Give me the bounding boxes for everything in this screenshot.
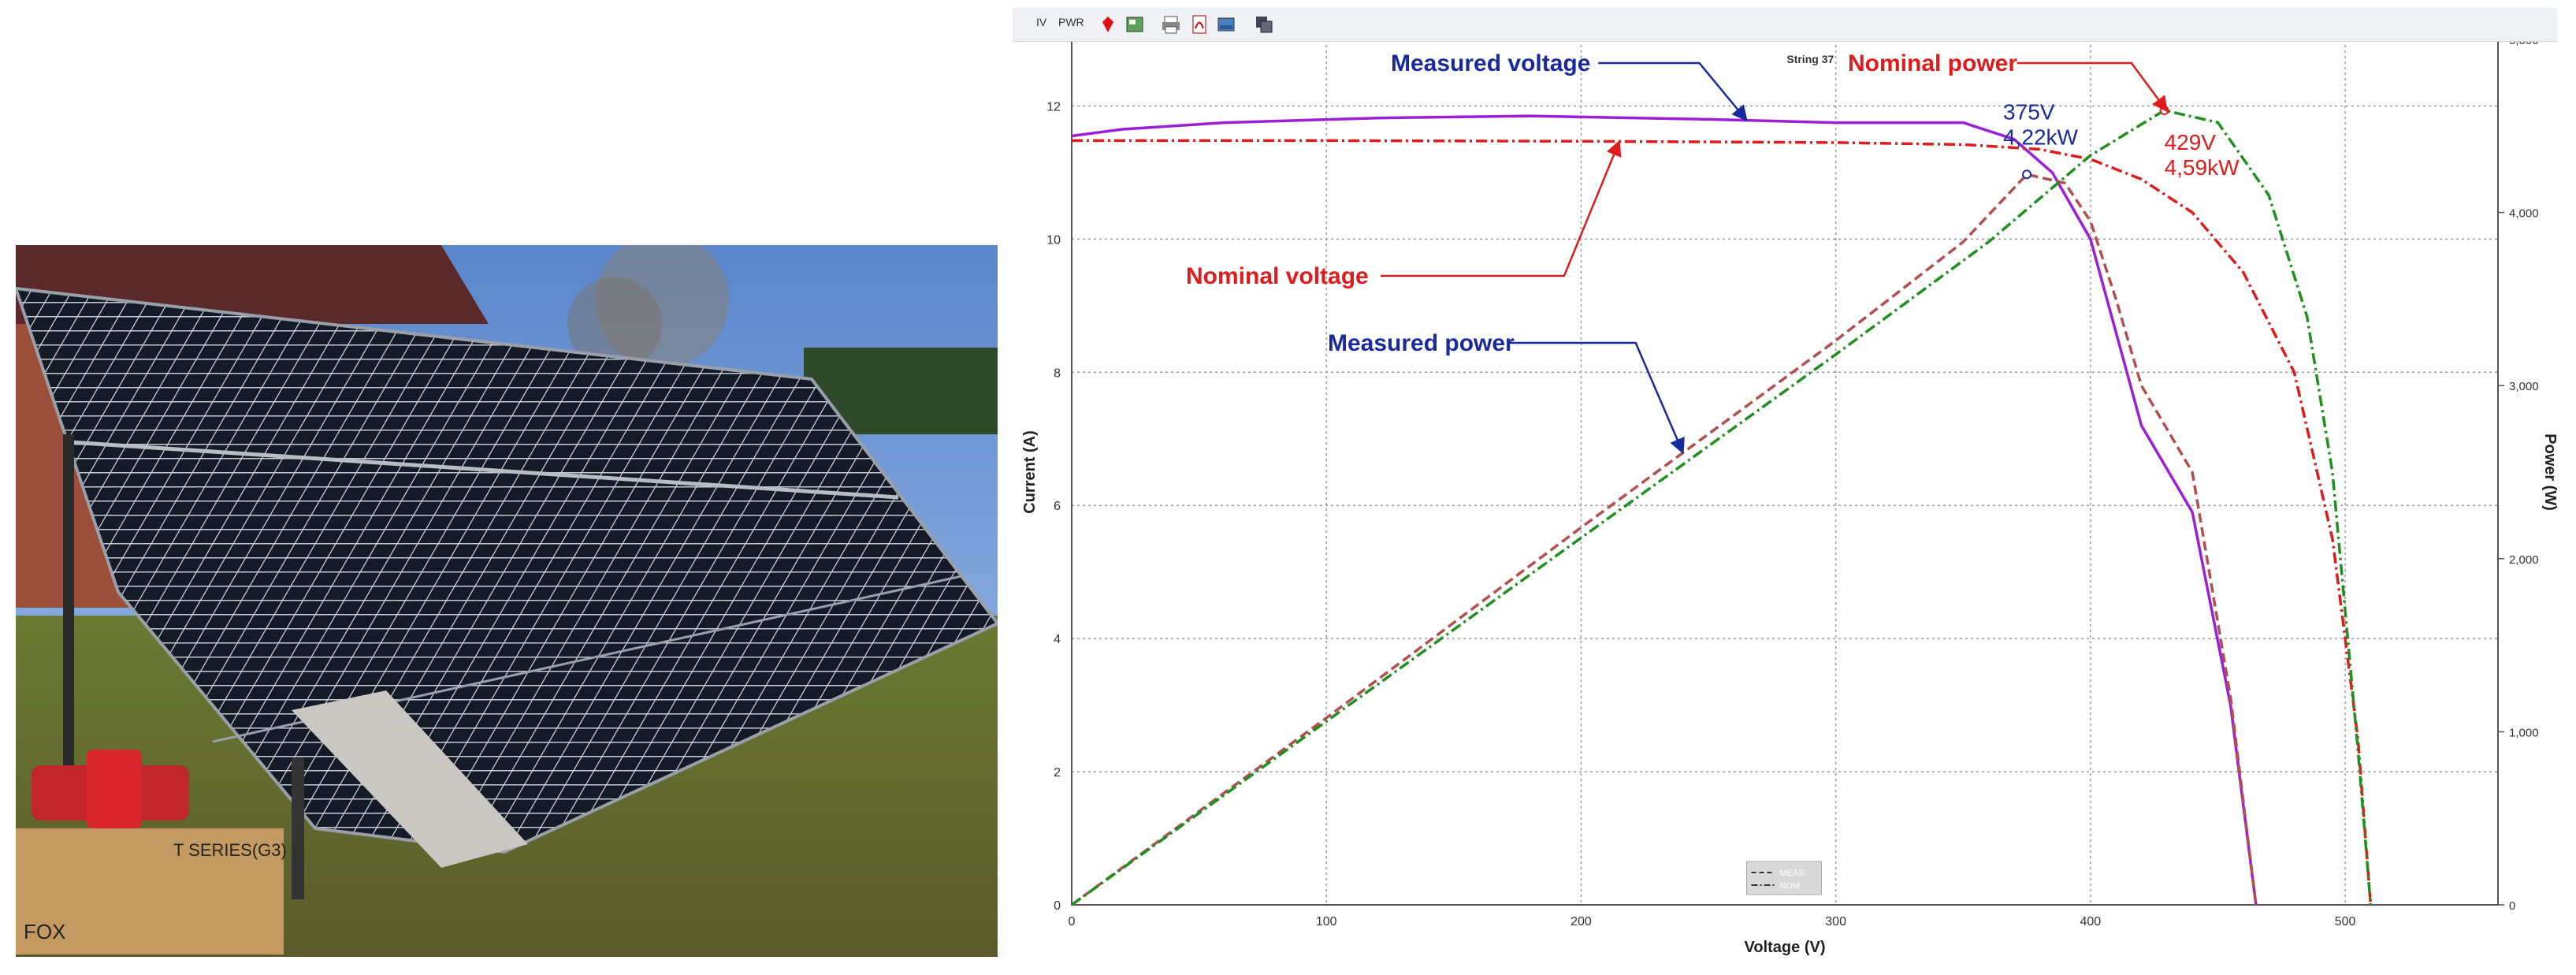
y-tick-label: 0 (1054, 899, 1061, 913)
print-icon[interactable] (1161, 14, 1181, 35)
x-axis-label: Voltage (V) (1745, 939, 1826, 956)
callout-arrow (2017, 61, 2169, 113)
series-group (1070, 109, 2373, 906)
box-label-series: T SERIES(G3) (173, 840, 287, 860)
box-label-brand: FOX (24, 920, 65, 943)
y2-axis-label: Power (W) (2541, 434, 2557, 511)
mpp-label: 4,22kW (2003, 125, 2078, 149)
x-tick-label: 400 (2080, 915, 2102, 928)
y-tick-label: 10 (1046, 233, 1061, 247)
chart-title: String 37 (1786, 53, 1834, 65)
y-tick-label: 12 (1046, 100, 1061, 114)
y2-tick-label: 1,000 (2509, 726, 2539, 739)
mpp-marker (2022, 169, 2032, 180)
x-tick-label: 100 (1316, 915, 1337, 928)
tab-iv[interactable]: IV (1036, 16, 1047, 28)
legend-box (1746, 861, 1823, 895)
y2-tick-label: 2,000 (2509, 553, 2539, 567)
y-tick-label: 2 (1054, 766, 1061, 780)
pdf-icon[interactable] (1189, 14, 1210, 35)
chart-toolbar: IV PWR (1013, 8, 2557, 42)
x-tick-label: 500 (2335, 915, 2356, 928)
callout-arrow (1598, 61, 1748, 122)
mpp-label: 4,59kW (2165, 155, 2240, 180)
y2-tick-label: 3,000 (2509, 380, 2539, 393)
solar-array-photo: T SERIES(G3) FOX (16, 245, 998, 957)
axes: 0 100 200 300 400 500 0 2 4 6 8 10 12 0 1,000 2,000 3,00… (1046, 34, 2538, 928)
grid-lines (1071, 39, 2498, 906)
marker-icon[interactable] (1098, 14, 1118, 35)
series-line-3 (1070, 173, 2258, 906)
callout-label: Nominal voltage (1186, 263, 1369, 289)
iv-curve-chart-panel: 0 100 200 300 400 500 0 2 4 6 8 10 12 0 1,000 2,000 3,00… (1013, 8, 2559, 963)
mpp-label: 429V (2165, 130, 2217, 154)
solar-array-illustration: T SERIES(G3) FOX (16, 245, 998, 957)
plot-frame (1071, 39, 2499, 906)
series-line-1 (1071, 114, 2258, 906)
legend-entry: MEAS (1780, 869, 1805, 878)
legend: MEAS NOM (1746, 861, 1823, 895)
y-axis-label: Current (A) (1021, 430, 1039, 514)
iv-curve-chart: 0 100 200 300 400 500 0 2 4 6 8 10 12 0 1,000 2,000 3,00… (1021, 34, 2559, 956)
image-icon[interactable] (1124, 14, 1145, 35)
callout-arrow (1509, 341, 1685, 455)
series-line-2 (1072, 139, 2373, 906)
series-line-4 (1070, 109, 2373, 906)
callout-label: Measured power (1328, 330, 1515, 356)
x-tick-label: 300 (1825, 915, 1846, 928)
y2-tick-label: 4,000 (2509, 207, 2539, 221)
callout-label: Measured voltage (1391, 50, 1590, 76)
tab-pwr[interactable]: PWR (1058, 16, 1084, 28)
x-tick-label: 200 (1571, 915, 1592, 928)
y-tick-label: 6 (1054, 500, 1061, 513)
y-tick-label: 4 (1054, 633, 1061, 646)
legend-entry: NOM (1780, 881, 1801, 891)
callout-label: Nominal power (1848, 50, 2017, 76)
y-tick-label: 8 (1054, 367, 1061, 380)
y2-tick-label: 0 (2509, 899, 2515, 913)
callout-arrow (1381, 140, 1622, 277)
mpp-label: 375V (2003, 99, 2055, 124)
export-image-icon[interactable] (1216, 14, 1236, 35)
copy-icon[interactable] (1254, 14, 1274, 35)
x-tick-label: 0 (1069, 915, 1076, 928)
